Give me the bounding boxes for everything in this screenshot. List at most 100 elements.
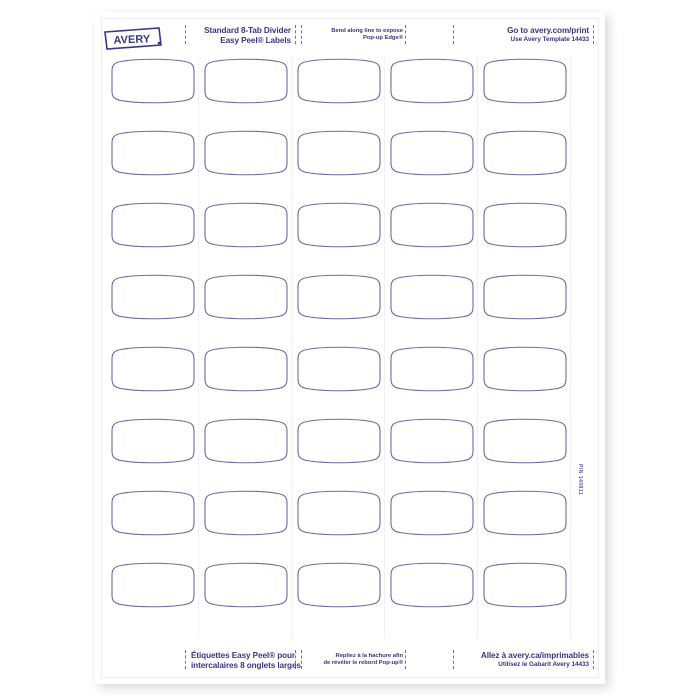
label-outline-icon bbox=[204, 274, 288, 320]
header-print-link[interactable]: Go to avery.com/print Use Avery Template… bbox=[459, 26, 589, 44]
label-cell[interactable] bbox=[204, 418, 288, 464]
label-cell[interactable] bbox=[111, 274, 195, 320]
label-cell[interactable] bbox=[483, 274, 567, 320]
svg-text:AVERY: AVERY bbox=[113, 33, 151, 46]
column-separator bbox=[570, 58, 571, 638]
header-link-line2: Use Avery Template 14433 bbox=[510, 36, 590, 44]
label-outline-icon bbox=[483, 418, 567, 464]
label-outline-icon bbox=[297, 562, 381, 608]
sheet-header: AVERY Standard 8-Tab Divider Easy Peel® … bbox=[95, 18, 605, 58]
label-cell[interactable] bbox=[111, 58, 195, 104]
label-cell[interactable] bbox=[483, 490, 567, 536]
label-cell[interactable] bbox=[204, 202, 288, 248]
label-outline-icon bbox=[390, 202, 474, 248]
label-cell[interactable] bbox=[297, 346, 381, 392]
label-outline-icon bbox=[390, 130, 474, 176]
label-outline-icon bbox=[111, 130, 195, 176]
label-grid bbox=[95, 12, 605, 684]
tick-mark bbox=[453, 25, 454, 44]
header-title-line2: Easy Peel® Labels bbox=[220, 36, 291, 46]
avery-logo: AVERY bbox=[103, 27, 163, 51]
label-cell[interactable] bbox=[297, 418, 381, 464]
label-cell[interactable] bbox=[111, 562, 195, 608]
label-cell[interactable] bbox=[390, 58, 474, 104]
tick-mark bbox=[405, 650, 406, 669]
label-cell[interactable] bbox=[390, 562, 474, 608]
label-outline-icon bbox=[483, 490, 567, 536]
label-cell[interactable] bbox=[111, 202, 195, 248]
tick-mark bbox=[301, 25, 302, 44]
label-cell[interactable] bbox=[204, 346, 288, 392]
label-outline-icon bbox=[390, 562, 474, 608]
label-cell[interactable] bbox=[390, 274, 474, 320]
footer-title-line1: Étiquettes Easy Peel® pour bbox=[191, 651, 295, 660]
label-cell[interactable] bbox=[204, 58, 288, 104]
label-cell[interactable] bbox=[111, 490, 195, 536]
label-cell[interactable] bbox=[390, 130, 474, 176]
label-cell[interactable] bbox=[204, 490, 288, 536]
label-outline-icon bbox=[111, 274, 195, 320]
label-cell[interactable] bbox=[297, 130, 381, 176]
label-cell[interactable] bbox=[297, 562, 381, 608]
column-separator bbox=[291, 58, 292, 638]
label-cell[interactable] bbox=[483, 202, 567, 248]
label-cell[interactable] bbox=[204, 130, 288, 176]
label-cell[interactable] bbox=[297, 490, 381, 536]
label-cell[interactable] bbox=[204, 274, 288, 320]
header-product-title: Standard 8-Tab Divider Easy Peel® Labels bbox=[191, 26, 291, 47]
label-cell[interactable] bbox=[204, 562, 288, 608]
label-cell[interactable] bbox=[390, 418, 474, 464]
label-outline-icon bbox=[390, 490, 474, 536]
tick-mark bbox=[301, 650, 302, 669]
label-outline-icon bbox=[111, 490, 195, 536]
column-separator bbox=[384, 58, 385, 638]
part-number-vertical: P/N 140811 bbox=[577, 464, 583, 496]
label-outline-icon bbox=[204, 58, 288, 104]
tick-mark bbox=[295, 650, 296, 669]
footer-popup-note-fr: Repliez à la hachure afin de révéler le … bbox=[307, 653, 403, 668]
label-outline-icon bbox=[390, 418, 474, 464]
label-cell[interactable] bbox=[483, 58, 567, 104]
header-title-line1: Standard 8-Tab Divider bbox=[204, 26, 291, 35]
tick-mark bbox=[185, 25, 186, 44]
header-link-line1[interactable]: Go to avery.com/print bbox=[507, 26, 589, 35]
footer-print-link-fr[interactable]: Allez à avery.ca/imprimables Utilisez le… bbox=[459, 651, 589, 669]
label-outline-icon bbox=[297, 130, 381, 176]
footer-title-line2: intercalaires 8 onglets larges bbox=[191, 661, 301, 671]
label-outline-icon bbox=[390, 346, 474, 392]
label-outline-icon bbox=[483, 346, 567, 392]
label-outline-icon bbox=[297, 490, 381, 536]
label-outline-icon bbox=[204, 202, 288, 248]
label-cell[interactable] bbox=[390, 490, 474, 536]
label-outline-icon bbox=[483, 562, 567, 608]
footer-link-line1[interactable]: Allez à avery.ca/imprimables bbox=[480, 651, 589, 660]
footer-link-line2: Utilisez le Gabarit Avery 14433 bbox=[498, 661, 589, 669]
label-cell[interactable] bbox=[483, 562, 567, 608]
label-cell[interactable] bbox=[111, 418, 195, 464]
footer-note-line2: de révéler le rebord Pop-up® bbox=[323, 660, 403, 667]
label-outline-icon bbox=[297, 346, 381, 392]
label-outline-icon bbox=[111, 418, 195, 464]
label-outline-icon bbox=[483, 274, 567, 320]
label-cell[interactable] bbox=[297, 202, 381, 248]
label-cell[interactable] bbox=[390, 202, 474, 248]
label-outline-icon bbox=[204, 490, 288, 536]
tick-mark bbox=[185, 650, 186, 669]
label-outline-icon bbox=[111, 562, 195, 608]
label-cell[interactable] bbox=[111, 130, 195, 176]
header-note-line1: Bend along line to expose bbox=[331, 28, 403, 34]
label-cell[interactable] bbox=[483, 346, 567, 392]
tick-mark bbox=[593, 650, 594, 669]
header-popup-note: Bend along line to expose Pop-up Edge® bbox=[307, 28, 403, 43]
label-outline-icon bbox=[483, 130, 567, 176]
label-cell[interactable] bbox=[483, 130, 567, 176]
label-outline-icon bbox=[390, 274, 474, 320]
label-cell[interactable] bbox=[297, 58, 381, 104]
avery-label-sheet: AVERY Standard 8-Tab Divider Easy Peel® … bbox=[95, 12, 605, 684]
label-cell[interactable] bbox=[297, 274, 381, 320]
label-outline-icon bbox=[204, 346, 288, 392]
label-outline-icon bbox=[297, 202, 381, 248]
label-cell[interactable] bbox=[483, 418, 567, 464]
label-cell[interactable] bbox=[111, 346, 195, 392]
label-cell[interactable] bbox=[390, 346, 474, 392]
